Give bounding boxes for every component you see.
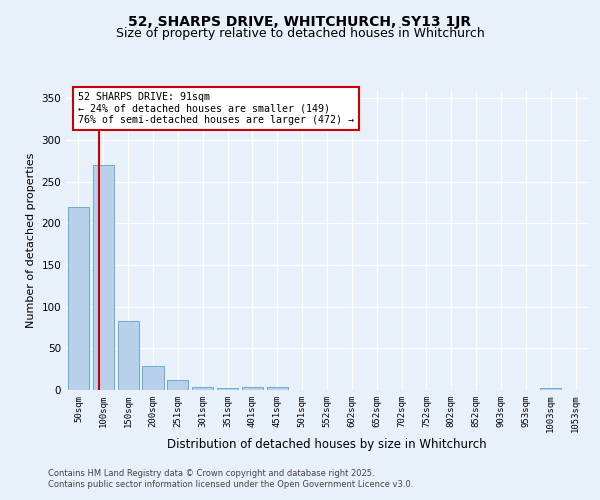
Text: Contains public sector information licensed under the Open Government Licence v3: Contains public sector information licen…	[48, 480, 413, 489]
Bar	[192, 386, 213, 390]
Bar	[267, 386, 288, 390]
Text: 52 SHARPS DRIVE: 91sqm
← 24% of detached houses are smaller (149)
76% of semi-de: 52 SHARPS DRIVE: 91sqm ← 24% of detached…	[79, 92, 355, 125]
Text: 52, SHARPS DRIVE, WHITCHURCH, SY13 1JR: 52, SHARPS DRIVE, WHITCHURCH, SY13 1JR	[128, 15, 472, 29]
Bar	[142, 366, 164, 390]
Bar	[93, 165, 114, 390]
Bar	[118, 321, 139, 390]
Y-axis label: Number of detached properties: Number of detached properties	[26, 152, 36, 328]
Bar	[167, 380, 188, 390]
Bar	[540, 388, 561, 390]
Bar	[217, 388, 238, 390]
Bar	[242, 386, 263, 390]
Text: Contains HM Land Registry data © Crown copyright and database right 2025.: Contains HM Land Registry data © Crown c…	[48, 468, 374, 477]
Text: Size of property relative to detached houses in Whitchurch: Size of property relative to detached ho…	[116, 28, 484, 40]
X-axis label: Distribution of detached houses by size in Whitchurch: Distribution of detached houses by size …	[167, 438, 487, 451]
Bar	[68, 206, 89, 390]
